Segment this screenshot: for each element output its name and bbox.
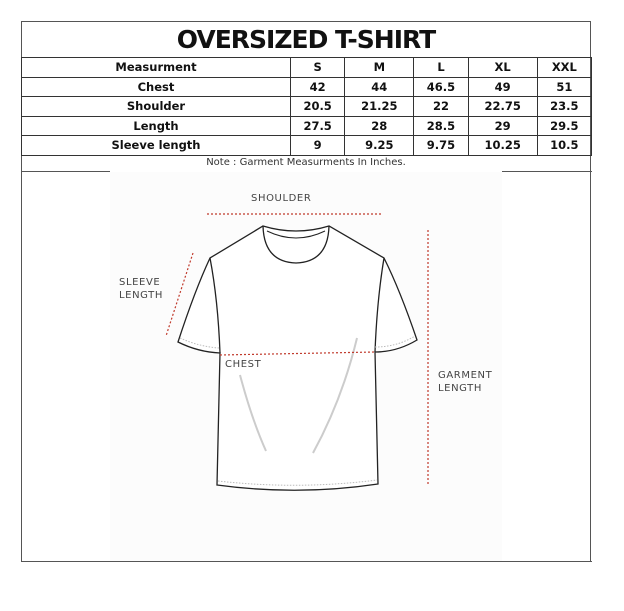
- cell: 9.25: [344, 135, 415, 156]
- cell: 22.75: [467, 96, 538, 117]
- divider: [21, 171, 110, 172]
- cell: 20.5: [289, 96, 346, 117]
- tshirt-outline-icon: [177, 225, 418, 491]
- cell: 46.5: [413, 76, 469, 97]
- garment-length-label-line2: LENGTH: [438, 383, 482, 394]
- table-row: Sleeve length 9 9.25 9.75 10.25 10.5: [21, 135, 593, 156]
- shoulder-label: SHOULDER: [251, 193, 312, 204]
- size-table: Measurment S M L XL XXL Chest 42 44 46.5…: [21, 57, 593, 156]
- cell: 9.75: [413, 135, 469, 156]
- header-cell: XL: [467, 57, 538, 78]
- cell: 28.5: [413, 115, 469, 136]
- cell: 9: [289, 135, 346, 156]
- sleeve-label-line2: LENGTH: [119, 290, 163, 301]
- sleeve-label-line1: SLEEVE: [119, 277, 161, 288]
- header-cell: Measurment: [21, 57, 291, 78]
- row-label: Sleeve length: [21, 135, 291, 156]
- cell: 28: [344, 115, 415, 136]
- cell: 10.5: [536, 135, 593, 156]
- fold-shading: [239, 337, 358, 454]
- divider: [502, 171, 592, 172]
- note-text: Note : Garment Measurments In Inches.: [21, 154, 591, 172]
- table-row: Shoulder 20.5 21.25 22 22.75 23.5: [21, 96, 593, 117]
- garment-length-label-line1: GARMENT: [438, 370, 493, 381]
- stitching: [179, 335, 416, 486]
- divider: [21, 561, 592, 562]
- table-header-row: Measurment S M L XL XXL: [21, 57, 593, 78]
- size-chart-frame: [21, 21, 591, 562]
- chest-dotted-line: [219, 351, 376, 356]
- cell: 10.25: [467, 135, 538, 156]
- cell: 27.5: [289, 115, 346, 136]
- cell: 23.5: [536, 96, 593, 117]
- row-label: Shoulder: [21, 96, 291, 117]
- sleeve-dotted-line: [165, 252, 194, 337]
- cell: 22: [413, 96, 469, 117]
- table-row: Length 27.5 28 28.5 29 29.5: [21, 115, 593, 136]
- chest-label: CHEST: [225, 359, 262, 370]
- chart-title: OVERSIZED T-SHIRT: [176, 25, 436, 54]
